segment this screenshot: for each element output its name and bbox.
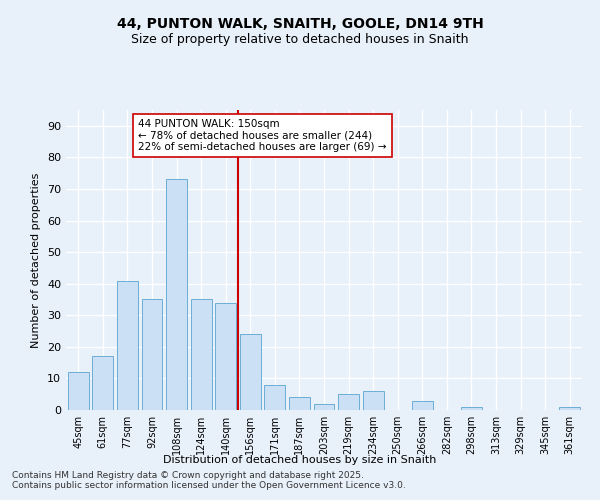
Bar — [240, 334, 261, 410]
Bar — [362, 391, 383, 410]
Text: Size of property relative to detached houses in Snaith: Size of property relative to detached ho… — [131, 32, 469, 46]
Bar — [461, 407, 482, 410]
Text: Distribution of detached houses by size in Snaith: Distribution of detached houses by size … — [163, 455, 437, 465]
Bar — [265, 384, 286, 410]
Bar — [117, 280, 138, 410]
Bar — [559, 407, 580, 410]
Bar — [338, 394, 359, 410]
Bar — [289, 398, 310, 410]
Bar — [166, 180, 187, 410]
Bar — [412, 400, 433, 410]
Text: 44 PUNTON WALK: 150sqm
← 78% of detached houses are smaller (244)
22% of semi-de: 44 PUNTON WALK: 150sqm ← 78% of detached… — [138, 119, 387, 152]
Bar — [314, 404, 334, 410]
Bar — [92, 356, 113, 410]
Text: 44, PUNTON WALK, SNAITH, GOOLE, DN14 9TH: 44, PUNTON WALK, SNAITH, GOOLE, DN14 9TH — [116, 18, 484, 32]
Bar — [142, 300, 163, 410]
Y-axis label: Number of detached properties: Number of detached properties — [31, 172, 41, 348]
Bar — [191, 300, 212, 410]
Text: Contains HM Land Registry data © Crown copyright and database right 2025.
Contai: Contains HM Land Registry data © Crown c… — [12, 470, 406, 490]
Bar — [68, 372, 89, 410]
Bar — [215, 302, 236, 410]
